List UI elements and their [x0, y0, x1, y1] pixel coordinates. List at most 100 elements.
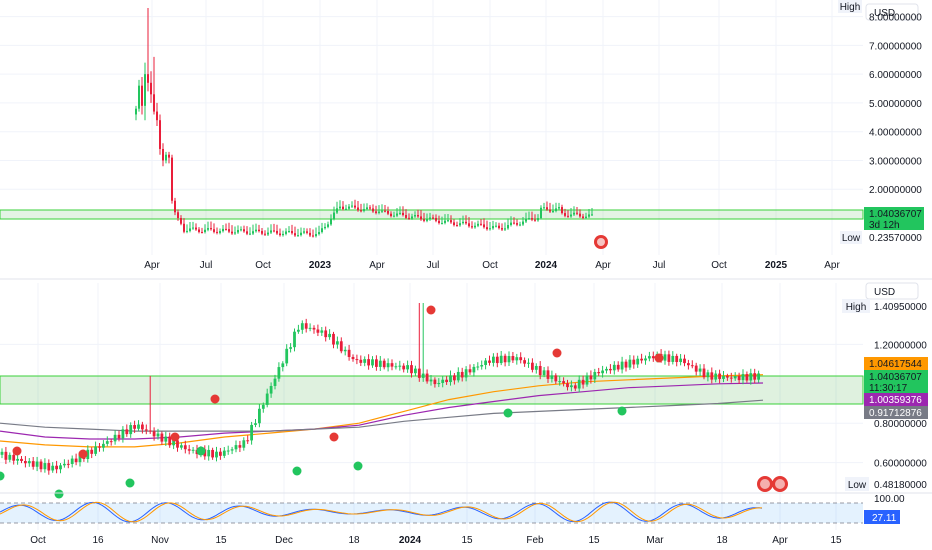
candle-body	[219, 451, 222, 456]
candle-body	[102, 443, 105, 448]
candle-body	[121, 429, 125, 439]
signal-marker[interactable]	[0, 471, 5, 481]
candle-body	[261, 404, 265, 409]
y-tick-label: 8.00000000	[869, 13, 922, 24]
ma3-tag	[864, 406, 928, 419]
candle-body	[357, 207, 359, 211]
signal-markers	[0, 305, 664, 499]
candle-body	[321, 228, 323, 233]
candle-body	[749, 373, 753, 381]
candle-body	[215, 451, 218, 458]
signal-marker[interactable]	[353, 461, 363, 471]
candle-body	[420, 216, 422, 220]
candle-body	[312, 327, 316, 330]
candle-body	[441, 222, 443, 224]
x-tick-label: Jul	[200, 260, 213, 271]
candle-body	[733, 376, 737, 379]
candle-body	[441, 379, 445, 383]
candle-body	[90, 449, 94, 454]
candle-body	[488, 360, 491, 363]
candle-body	[694, 365, 698, 372]
signal-marker[interactable]	[170, 432, 180, 442]
candle-body	[651, 356, 655, 359]
price-tag	[864, 207, 924, 230]
candle-body	[39, 461, 43, 470]
signal-marker[interactable]	[329, 432, 339, 442]
signal-marker[interactable]	[292, 466, 302, 476]
candle-body	[78, 454, 82, 463]
candle-body	[390, 213, 392, 217]
signal-marker[interactable]	[654, 353, 664, 363]
signal-marker[interactable]	[503, 408, 513, 418]
candle-body	[210, 228, 212, 230]
currency-selector[interactable]	[865, 3, 919, 21]
candle-body	[516, 223, 518, 225]
signal-marker[interactable]	[78, 449, 88, 459]
signal-marker[interactable]	[54, 489, 64, 499]
candle-body	[406, 365, 409, 370]
candle-body	[59, 465, 62, 470]
x-tick-label: 2024	[535, 260, 558, 271]
low-label-bg	[845, 477, 869, 491]
signal-marker[interactable]	[12, 446, 22, 456]
signal-marker[interactable]	[210, 394, 220, 404]
candle-body	[258, 408, 261, 424]
candle-body	[378, 211, 380, 213]
currency-selector[interactable]	[865, 282, 919, 300]
candle-body	[562, 381, 565, 384]
candle-body	[211, 449, 214, 458]
signal-marker[interactable]	[552, 348, 562, 358]
y-tick-label: 1.20000000	[874, 340, 927, 351]
candle-body	[387, 210, 389, 214]
price-tag-value: 1.04036707	[869, 209, 922, 220]
candle-body	[612, 364, 616, 371]
candle-body	[753, 373, 757, 380]
candle-body	[0, 451, 4, 455]
candle-body	[483, 224, 485, 228]
candle-body	[624, 361, 628, 368]
candle-body	[148, 430, 152, 432]
candle-body	[160, 433, 164, 442]
x-tick-label: Jul	[427, 260, 440, 271]
candle-body	[31, 461, 35, 467]
candle-body	[238, 445, 242, 448]
candle-body	[450, 220, 452, 223]
signal-marker[interactable]	[196, 446, 206, 456]
candle-body	[523, 360, 526, 364]
candle-body	[471, 226, 473, 228]
low-value: 0.23570000	[869, 233, 922, 244]
candle-body	[186, 230, 188, 232]
candle-body	[231, 231, 233, 234]
currency-label: USD	[874, 287, 895, 298]
candle-body	[492, 226, 494, 229]
candle-body	[648, 356, 651, 359]
signal-marker[interactable]	[125, 478, 135, 488]
candle-body	[423, 219, 425, 221]
osc-value: 27.11	[872, 513, 897, 524]
price-tag	[864, 370, 928, 393]
candle-body	[277, 367, 281, 379]
candle-body	[117, 434, 121, 439]
candle-body	[304, 323, 308, 329]
candle-body	[363, 359, 367, 363]
candle-body	[147, 74, 149, 83]
candle-body	[527, 362, 530, 364]
high-label: High	[840, 2, 861, 13]
y-tick-label: 0.60000000	[874, 459, 927, 470]
candle-body	[558, 381, 562, 383]
x-tick-label: 2024	[399, 535, 422, 546]
signal-marker[interactable]	[426, 305, 436, 315]
candle-body	[519, 357, 523, 361]
candle-body	[246, 231, 248, 234]
candle-body	[113, 434, 117, 442]
candle-body	[480, 365, 484, 367]
candle-body	[429, 379, 433, 382]
candle-body	[276, 230, 278, 234]
osc-band	[0, 503, 863, 523]
candle-body	[597, 372, 601, 374]
candle-body	[343, 349, 347, 352]
candle-body	[249, 233, 251, 235]
candle-body	[189, 228, 191, 231]
signal-marker[interactable]	[617, 406, 627, 416]
candle-body	[86, 449, 90, 460]
